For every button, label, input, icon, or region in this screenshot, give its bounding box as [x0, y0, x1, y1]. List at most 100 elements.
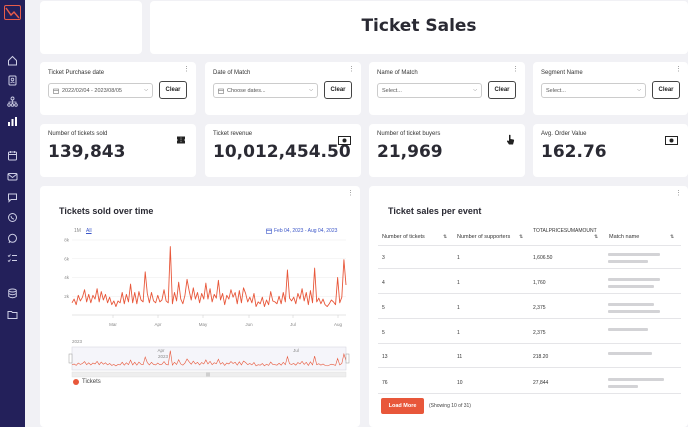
home-icon[interactable]	[7, 55, 18, 66]
load-more-button[interactable]: Load More	[381, 398, 424, 414]
chevron-down-icon: ⌵	[309, 87, 313, 93]
filter-date-of-match: ⋮ Date of Match Choose dates... ⌵ Clear	[205, 62, 361, 115]
filter-label: Name of Match	[377, 70, 418, 76]
table-cell: 3	[382, 255, 385, 261]
table-cell: 5	[382, 330, 385, 336]
match-name-select[interactable]: Select... ⌵	[377, 83, 482, 98]
calendar-icon[interactable]	[7, 150, 18, 161]
navigator-handle	[68, 353, 73, 364]
filter-label: Ticket Purchase date	[48, 70, 105, 76]
calendar-icon	[266, 228, 272, 234]
chart-legend[interactable]: Tickets	[73, 379, 101, 385]
database-icon[interactable]	[7, 288, 18, 299]
checklist-icon[interactable]	[7, 253, 18, 264]
banknote-icon	[665, 132, 678, 150]
navigator-tick-label: Jul	[293, 348, 299, 353]
table-cell: 1	[457, 255, 460, 261]
range-tab-all[interactable]: All	[86, 228, 92, 234]
app-logo[interactable]	[4, 5, 21, 20]
more-options-icon[interactable]: ⋮	[348, 66, 355, 73]
clear-purchase-date-button[interactable]: Clear	[159, 81, 187, 99]
redacted-match-name	[608, 328, 648, 331]
col-total-price[interactable]: TOTALPRICESUMAMOUNT	[533, 228, 597, 234]
redacted-match-name	[608, 385, 638, 388]
table-cell: 1	[457, 305, 460, 311]
more-options-icon[interactable]: ⋮	[347, 190, 354, 197]
contacts-icon[interactable]	[7, 75, 18, 86]
more-options-icon[interactable]: ⋮	[675, 66, 682, 73]
y-tick-label: 2k	[64, 294, 70, 299]
table-cell: 13	[382, 354, 388, 360]
x-tick-label: Jun	[245, 322, 253, 327]
purchase-date-input[interactable]: 2022/02/04 - 2023/08/05 ⌵	[48, 83, 153, 98]
row-divider	[378, 367, 681, 368]
more-options-icon[interactable]: ⋮	[183, 66, 190, 73]
navigator-year-label: 2023	[158, 354, 169, 359]
segment-placeholder: Select...	[546, 87, 566, 94]
clear-match-date-button[interactable]: Clear	[324, 81, 352, 99]
page-title: Ticket Sales	[361, 16, 477, 36]
filter-label: Date of Match	[213, 70, 251, 76]
chat-icon[interactable]	[7, 192, 18, 203]
calendar-icon	[53, 88, 59, 94]
sort-icon[interactable]: ⇅	[670, 234, 675, 240]
hierarchy-icon[interactable]	[7, 96, 18, 107]
whatsapp-icon[interactable]	[7, 233, 18, 244]
match-name-placeholder: Select...	[382, 87, 402, 94]
sort-icon[interactable]: ⇅	[443, 234, 448, 240]
table-cell: 1,760	[533, 280, 546, 286]
segment-select[interactable]: Select... ⌵	[541, 83, 646, 98]
table-cell: 1,606.50	[533, 255, 553, 261]
calendar-icon	[218, 88, 224, 94]
navigator-frame	[71, 346, 347, 371]
mail-icon[interactable]	[7, 171, 18, 182]
table-cell: 27,844	[533, 380, 549, 386]
showing-count: (Showing 10 of 31)	[429, 403, 471, 409]
table-cell: 4	[382, 280, 385, 286]
navigator-scrollbar-thumb	[206, 372, 210, 377]
range-tab-1m[interactable]: 1M	[74, 228, 81, 234]
table-cell: 2,375	[533, 330, 546, 336]
row-divider	[378, 393, 681, 394]
kpi-value: 21,969	[377, 142, 443, 162]
chevron-down-icon: ⌵	[473, 87, 477, 93]
col-number-of-tickets[interactable]: Number of tickets	[382, 234, 425, 240]
navigator-tick-label: Apr	[157, 348, 165, 353]
match-date-input[interactable]: Choose dates... ⌵	[213, 83, 318, 98]
hand-pointer-icon	[506, 132, 515, 150]
sort-icon[interactable]: ⇅	[594, 234, 599, 240]
kpi-label: Number of ticket buyers	[377, 131, 441, 137]
chart-title: Tickets sold over time	[59, 206, 154, 216]
table-header-divider	[378, 245, 681, 246]
x-tick-label: Mar	[109, 322, 117, 327]
banknote-icon	[338, 132, 351, 150]
table-cell: 10	[457, 380, 463, 386]
x-tick-label: Aug	[334, 322, 343, 327]
legend-marker	[73, 379, 79, 385]
purchase-date-value: 2022/02/04 - 2023/08/05	[62, 87, 122, 94]
col-number-of-supporters[interactable]: Number of supporters	[457, 234, 511, 240]
sidebar	[0, 0, 25, 427]
chevron-down-icon: ⌵	[144, 87, 148, 93]
clear-match-name-button[interactable]: Clear	[488, 81, 516, 99]
navigator-year-label: 2023	[72, 339, 83, 344]
date-range-picker[interactable]: Feb 04, 2023 - Aug 04, 2023	[266, 228, 337, 234]
logo-placeholder-card	[40, 1, 142, 54]
more-options-icon[interactable]: ⋮	[675, 190, 682, 197]
bar-chart-icon[interactable]	[7, 116, 18, 127]
redacted-match-name	[608, 278, 660, 281]
x-tick-label: May	[199, 322, 208, 327]
folder-icon[interactable]	[7, 309, 18, 320]
filter-segment-name: ⋮ Segment Name Select... ⌵ Clear	[533, 62, 688, 115]
row-divider	[378, 268, 681, 269]
more-options-icon[interactable]: ⋮	[512, 66, 519, 73]
y-tick-label: 4k	[64, 275, 70, 280]
kpi-avg-order-value: Avg. Order Value 162.76	[533, 124, 688, 177]
col-match-name[interactable]: Match name	[609, 234, 640, 240]
kpi-value: 10,012,454.50	[213, 142, 351, 162]
sort-icon[interactable]: ⇅	[519, 234, 524, 240]
clear-segment-button[interactable]: Clear	[652, 81, 680, 99]
viber-icon[interactable]	[7, 212, 18, 223]
ticket-icon	[176, 132, 186, 150]
